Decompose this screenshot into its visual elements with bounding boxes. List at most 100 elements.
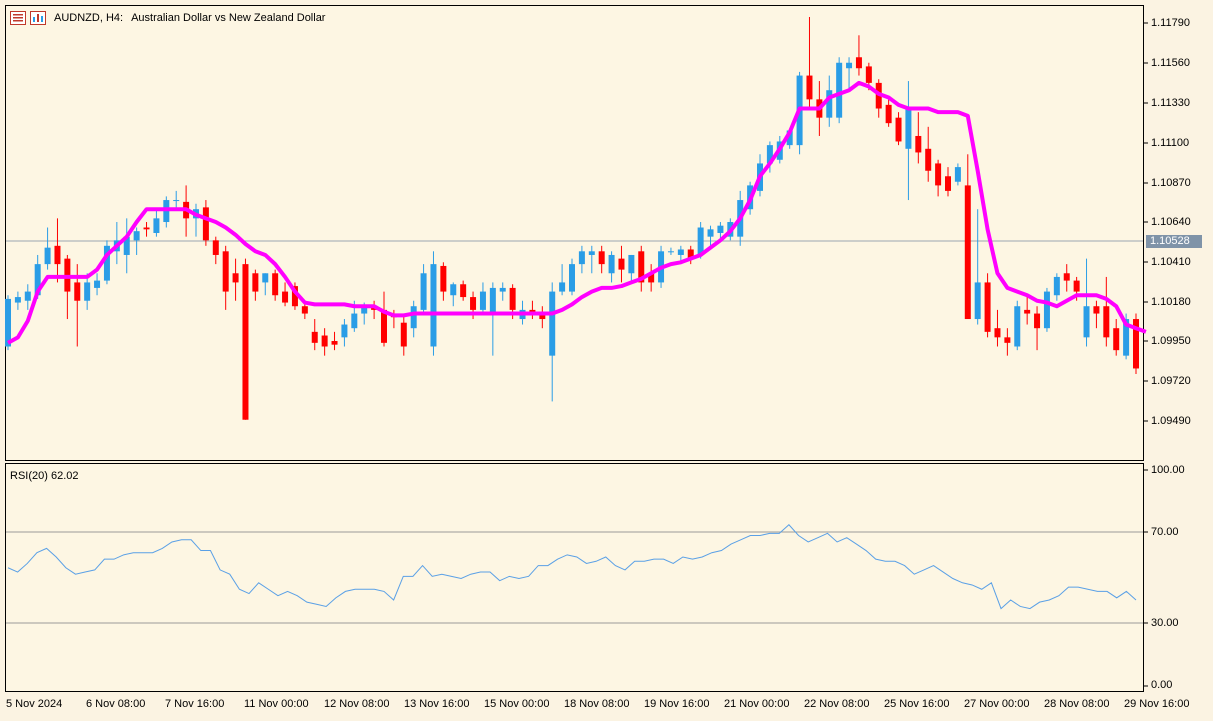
bull-candle: [341, 324, 348, 338]
bull-candle: [410, 306, 417, 329]
bear-candle: [1073, 280, 1080, 292]
bull-candle: [766, 145, 773, 164]
bull-candle: [361, 306, 368, 314]
bull-candle: [826, 90, 833, 118]
bull-candle: [608, 254, 615, 274]
bull-candle: [5, 298, 11, 347]
bull-candle: [697, 227, 704, 255]
bull-candle: [905, 108, 912, 149]
price-label: 1.10410: [1151, 256, 1191, 268]
time-label: 5 Nov 2024: [6, 698, 63, 710]
bull-candle: [173, 200, 180, 202]
rsi-indicator-pane[interactable]: [5, 463, 1144, 692]
bear-candle: [470, 297, 477, 310]
bear-candle: [618, 258, 625, 270]
bear-candle: [687, 249, 694, 259]
bull-candle: [628, 254, 635, 274]
chart-symbol: AUDNZD, H4:: [54, 12, 124, 24]
bear-candle: [509, 287, 516, 310]
bear-candle: [143, 227, 150, 230]
price-label: 1.09720: [1151, 375, 1191, 387]
bear-candle: [291, 286, 298, 307]
bull-candle: [559, 282, 566, 292]
rsi-axis-label: 0.00: [1151, 679, 1173, 691]
bull-candle: [489, 287, 496, 314]
bear-candle: [400, 322, 407, 347]
time-label: 21 Nov 00:00: [724, 698, 790, 710]
bull-candle: [430, 264, 437, 347]
bull-candle: [1123, 319, 1130, 356]
bull-candle: [499, 287, 506, 292]
bull-candle: [786, 130, 793, 146]
bear-candle: [1034, 313, 1041, 329]
chart-window-icon[interactable]: [30, 11, 46, 25]
moving-average-line: [7, 80, 1147, 345]
bear-candle: [885, 104, 892, 124]
time-label: 27 Nov 00:00: [964, 698, 1030, 710]
price-label: 1.09950: [1151, 335, 1191, 347]
bear-candle: [331, 341, 338, 345]
time-label: 11 Nov 00:00: [244, 698, 309, 710]
bear-candle: [994, 328, 1001, 338]
bull-candle: [479, 291, 486, 310]
bear-candle: [964, 185, 971, 320]
time-label: 12 Nov 08:00: [324, 698, 390, 710]
bear-candle: [381, 309, 387, 343]
bull-candle: [133, 231, 140, 241]
bear-candle: [311, 331, 318, 343]
bull-candle: [44, 247, 51, 265]
time-label: 25 Nov 16:00: [884, 698, 950, 710]
bull-candle: [1014, 306, 1021, 347]
bull-candle: [351, 313, 358, 329]
time-label: 22 Nov 08:00: [804, 698, 870, 710]
bull-candle: [1083, 306, 1090, 338]
bear-candle: [865, 66, 872, 83]
rsi-line: [7, 524, 1137, 610]
bear-candle: [282, 291, 289, 303]
chart-description: Australian Dollar vs New Zealand Dollar: [131, 12, 326, 24]
price-label: 1.11100: [1151, 137, 1190, 149]
bear-candle: [321, 335, 328, 347]
bear-candle: [252, 273, 259, 292]
bear-candle: [638, 251, 645, 283]
bull-candle: [677, 249, 684, 255]
bear-candle: [1103, 306, 1110, 338]
time-label: 29 Nov 16:00: [1124, 698, 1190, 710]
bear-candle: [232, 273, 239, 283]
rsi-title: RSI(20) 62.02: [10, 470, 79, 482]
bear-candle: [1004, 337, 1011, 343]
bear-candle: [460, 284, 467, 298]
bear-candle: [222, 251, 229, 292]
window-menu-icon[interactable]: [10, 11, 26, 25]
bear-candle: [242, 264, 249, 420]
bull-candle: [1043, 291, 1050, 329]
bear-candle: [895, 117, 902, 142]
bull-candle: [846, 62, 853, 69]
bear-candle: [1063, 273, 1070, 281]
price-label: 1.10180: [1151, 296, 1191, 308]
bull-candle: [974, 282, 981, 320]
bull-candle: [836, 62, 843, 118]
bull-candle: [707, 229, 714, 237]
bull-candle: [1053, 276, 1060, 296]
price-label: 1.09490: [1151, 415, 1191, 427]
time-label: 18 Nov 08:00: [564, 698, 630, 710]
bull-candle: [450, 284, 457, 296]
bear-candle: [272, 273, 279, 296]
time-label: 13 Nov 16:00: [404, 698, 470, 710]
bear-candle: [598, 251, 605, 265]
price-label: 1.10640: [1151, 216, 1191, 228]
bull-candle: [954, 167, 961, 182]
bear-candle: [984, 282, 991, 332]
bear-candle: [440, 265, 447, 292]
bear-candle: [945, 176, 951, 191]
bear-candle: [54, 245, 61, 265]
bear-candle: [212, 240, 219, 255]
time-label: 28 Nov 08:00: [1044, 698, 1110, 710]
price-chart-pane[interactable]: [5, 5, 1144, 461]
bear-candle: [74, 282, 81, 301]
rsi-axis-label: 30.00: [1151, 617, 1179, 629]
bull-candle: [34, 264, 41, 296]
bull-candle: [123, 236, 130, 255]
